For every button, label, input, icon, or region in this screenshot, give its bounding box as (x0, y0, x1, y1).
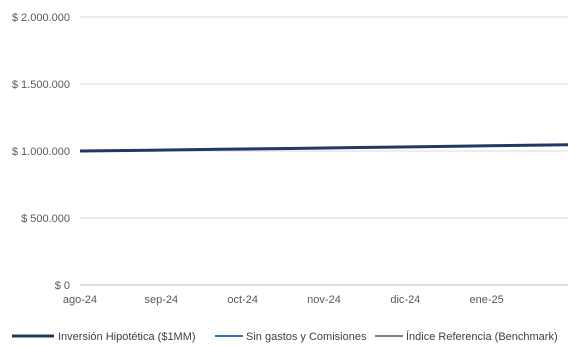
y-tick-label: $ 1.000.000 (12, 146, 70, 158)
y-tick-label: $ 500.000 (21, 213, 70, 225)
x-tick-labels: ago-24 sep-24 oct-24 nov-24 dic-24 ene-25 (63, 294, 504, 306)
y-tick-label: $ 2.000.000 (12, 12, 70, 24)
y-tick-label: $ 0 (55, 280, 70, 292)
series-lines (79, 143, 569, 153)
series-line-1 (79, 143, 569, 153)
legend-item: Índice Referencia (Benchmark) (375, 330, 558, 343)
x-tick-label: oct-24 (227, 294, 258, 306)
y-tick-labels: $ 0 $ 500.000 $ 1.000.000 $ 1.500.000 $ 2.00… (12, 12, 70, 292)
legend-label: Inversión Hipotética ($1MM) (58, 331, 196, 343)
x-tick-label: nov-24 (307, 294, 341, 306)
legend-item: Inversión Hipotética ($1MM) (12, 331, 196, 343)
x-tick-label: ene-25 (470, 294, 504, 306)
x-tick-label: ago-24 (63, 294, 97, 306)
y-tick-label: $ 1.500.000 (12, 79, 70, 91)
legend: Inversión Hipotética ($1MM) Sin gastos y … (12, 330, 558, 343)
gridlines (80, 16, 568, 219)
x-tick-label: dic-24 (390, 294, 420, 306)
legend-label: Índice Referencia (Benchmark) (406, 330, 558, 343)
x-tick-label: sep-24 (145, 294, 179, 306)
legend-item: Sin gastos y Comisiones (215, 331, 367, 343)
legend-label: Sin gastos y Comisiones (246, 331, 367, 343)
